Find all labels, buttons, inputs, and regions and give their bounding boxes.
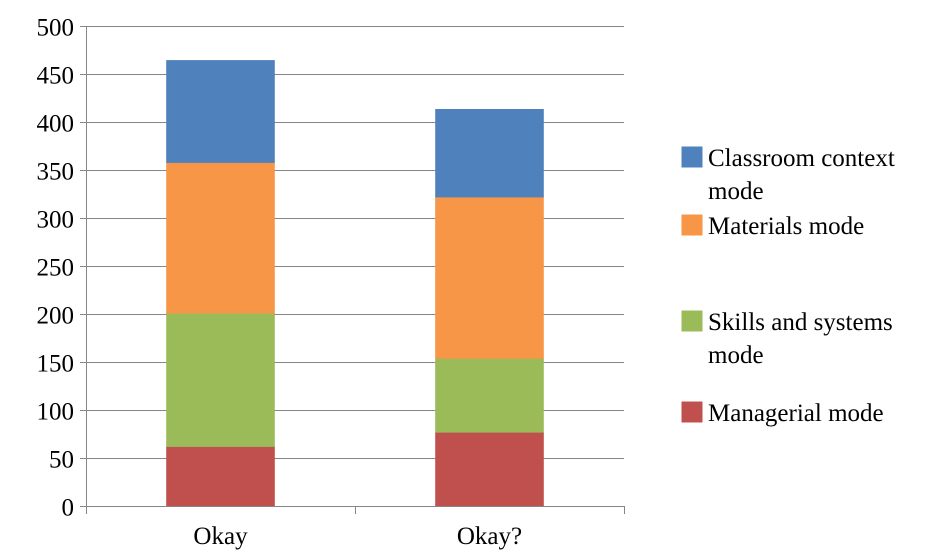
legend: Classroom context mode Materials mode Skill… xyxy=(681,145,895,427)
bar-segment-managerial-mode-1 xyxy=(435,431,544,507)
x-tick-label: Okay xyxy=(193,523,248,550)
bar-segment-classroom-context-mode-0 xyxy=(166,60,275,163)
y-tick-label: 150 xyxy=(37,351,75,378)
legend-swatch xyxy=(681,310,703,332)
legend-swatch xyxy=(681,214,703,236)
y-tick-label: 300 xyxy=(37,207,75,234)
bar-segment-materials-mode-1 xyxy=(435,196,544,359)
bar-segment-materials-mode-0 xyxy=(166,161,275,314)
y-tick-label: 400 xyxy=(37,111,75,138)
y-tick-label: 250 xyxy=(37,255,75,282)
y-tick-label: 200 xyxy=(37,303,75,330)
x-tick-label: Okay? xyxy=(457,523,522,550)
y-tick-label: 0 xyxy=(62,495,75,522)
legend-entry: Materials mode xyxy=(681,213,864,240)
legend-label: mode xyxy=(708,342,764,369)
legend-label: Skills and systems xyxy=(708,309,893,336)
legend-label: Classroom context xyxy=(708,145,895,172)
legend-label: Materials mode xyxy=(708,213,864,240)
legend-label: Managerial mode xyxy=(708,400,884,427)
bar-segment-classroom-context-mode-1 xyxy=(435,109,544,198)
legend-label: mode xyxy=(708,178,764,205)
legend-swatch xyxy=(681,146,703,168)
bars xyxy=(166,60,544,507)
legend-swatch xyxy=(681,401,703,423)
bar-segment-skills-and-systems-mode-0 xyxy=(166,312,275,447)
bar-segment-skills-and-systems-mode-1 xyxy=(435,357,544,433)
y-tick-label: 450 xyxy=(37,63,75,90)
y-tick-label: 100 xyxy=(37,399,75,426)
y-tick-label: 50 xyxy=(49,447,74,474)
legend-entry: Classroom context mode xyxy=(681,145,895,205)
bar-segment-managerial-mode-0 xyxy=(166,446,275,507)
legend-entry: Skills and systems mode xyxy=(681,309,893,369)
y-tick-label: 500 xyxy=(37,15,75,42)
axes: 0 50 100 150 200 250 300 350 400 450 500 Okay Okay? xyxy=(37,15,625,550)
legend-entry: Managerial mode xyxy=(681,400,884,427)
y-tick-label: 350 xyxy=(37,159,75,186)
